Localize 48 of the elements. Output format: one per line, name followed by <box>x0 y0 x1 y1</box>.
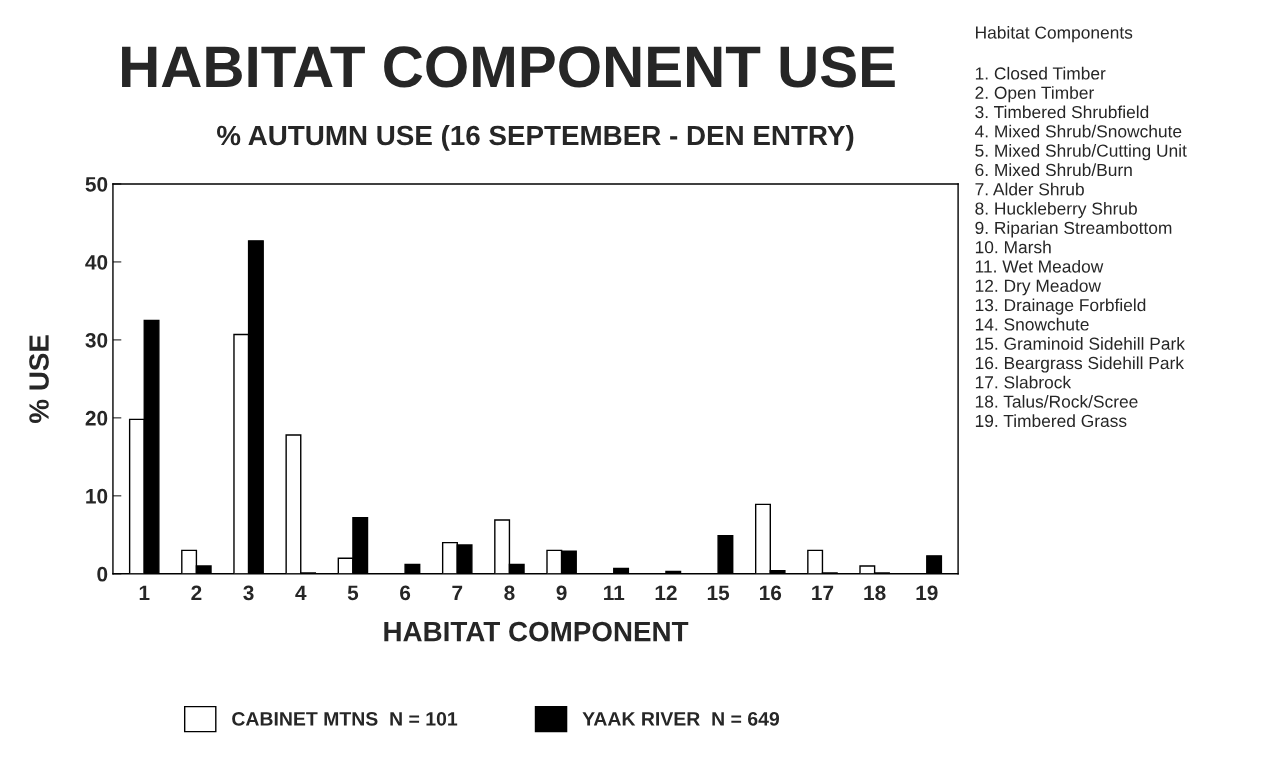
x-tick-label: 5 <box>347 585 359 601</box>
text: 1. Closed Timber <box>975 66 1106 80</box>
text: 7. Alder Shrub <box>975 182 1084 196</box>
y-tick-label: 0 <box>97 566 108 582</box>
x-tick-label: 17 <box>812 585 834 601</box>
text: 2. Open Timber <box>975 86 1094 103</box>
text: 18. Talus/Rock/Scree <box>975 395 1138 408</box>
text: 13. Drainage Forbfield <box>975 298 1146 315</box>
x-tick-label: 6 <box>400 585 411 601</box>
y-tick-label: 50 <box>85 176 108 192</box>
text: 9. Riparian Streambottom <box>975 221 1172 238</box>
text: 14. Snowchute <box>975 317 1089 331</box>
y-axis-title: % USE <box>29 335 49 423</box>
text: Habitat Components <box>976 25 1133 43</box>
x-tick-label: 3 <box>243 585 254 601</box>
x-tick-label: 2 <box>191 585 202 601</box>
y-tick-label: 40 <box>85 254 108 270</box>
text: 4. Mixed Shrub/Snowchute <box>974 124 1182 138</box>
x-tick-label: 16 <box>760 585 782 601</box>
text: 17. Slabrock <box>975 375 1072 389</box>
x-tick-label: 9 <box>556 585 567 601</box>
text: 6. Mixed Shrub/Burn <box>975 163 1132 177</box>
chart-subtitle: % AUTUMN USE (16 SEPTEMBER - DEN ENTRY) <box>217 124 854 151</box>
y-tick-label: 10 <box>86 488 108 504</box>
x-tick-label: 15 <box>707 585 730 601</box>
x-tick-label: 19 <box>916 585 938 601</box>
text: 16. Beargrass Sidehill Park <box>975 356 1185 373</box>
text: 5. Mixed Shrub/Cutting Unit <box>975 144 1187 161</box>
text: 11. Wet Meadow <box>975 259 1104 273</box>
text: 3. Timbered Shrubfield <box>975 105 1149 119</box>
x-tick-label: 7 <box>452 585 463 601</box>
text: 10. Marsh <box>975 240 1051 254</box>
chart-title: HABITAT COMPONENT USE <box>122 46 895 88</box>
x-tick-label: 11 <box>604 585 625 601</box>
x-tick-label: 18 <box>864 585 886 601</box>
x-tick-label: 4 <box>295 585 307 601</box>
legend-label: YAAK RIVER N = 649 <box>582 711 780 726</box>
y-tick-label: 20 <box>85 410 108 426</box>
legend-label: CABINET MTNS N = 101 <box>232 711 458 726</box>
text: 8. Huckleberry Shrub <box>975 201 1137 219</box>
x-tick-label: 1 <box>139 585 150 601</box>
text: 12. Dry Meadow <box>975 279 1102 296</box>
x-axis-title: HABITAT COMPONENT <box>384 621 689 642</box>
text: 15. Graminoid Sidehill Park <box>975 337 1185 350</box>
text: 19. Timbered Grass <box>975 414 1127 428</box>
y-tick-label: 30 <box>85 332 108 348</box>
x-tick-label: 8 <box>504 585 515 601</box>
x-tick-label: 12 <box>655 585 677 601</box>
